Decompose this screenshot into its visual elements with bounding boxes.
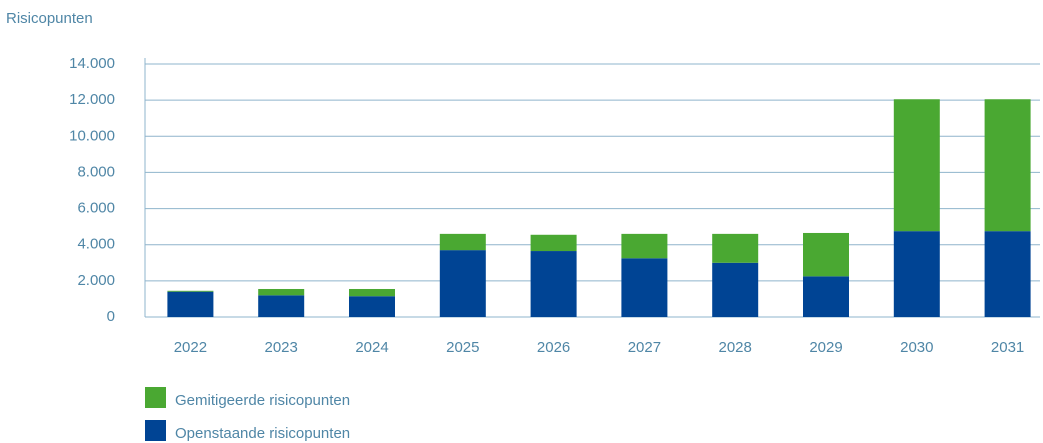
bar-segment — [893, 99, 940, 232]
bar-segment — [349, 288, 395, 297]
x-tick-label: 2025 — [446, 339, 479, 356]
bar-segment — [530, 251, 577, 317]
bar-segment — [349, 296, 395, 317]
bar-segment — [530, 234, 577, 252]
x-tick-label: 2027 — [628, 339, 661, 356]
y-tick-label: 0 — [107, 308, 115, 325]
bar-segment — [167, 291, 214, 317]
y-tick-label: 10.000 — [69, 127, 115, 144]
legend-label: Gemitigeerde risicopunten — [175, 392, 350, 409]
bar-segment — [621, 233, 668, 259]
x-tick-label: 2022 — [174, 339, 207, 356]
bar-segment — [803, 232, 849, 277]
y-tick-label: 6.000 — [77, 200, 115, 217]
x-tick-label: 2029 — [809, 339, 842, 356]
bar-segment — [439, 233, 486, 251]
bar-segment — [803, 276, 849, 317]
y-tick-label: 2.000 — [77, 272, 115, 289]
y-tick-label: 14.000 — [69, 55, 115, 72]
legend-swatch — [145, 387, 166, 408]
bar-segment — [712, 262, 759, 317]
x-tick-label: 2031 — [991, 339, 1024, 356]
x-tick-label: 2030 — [900, 339, 933, 356]
legend-swatch — [145, 420, 166, 441]
bar-segment — [984, 231, 1031, 317]
x-tick-label: 2023 — [265, 339, 298, 356]
y-tick-label: 8.000 — [77, 163, 115, 180]
bar-segment — [984, 99, 1031, 232]
y-tick-label: 4.000 — [77, 236, 115, 253]
bar-segment — [893, 231, 940, 317]
bar-segment — [167, 290, 214, 292]
y-axis-label: Risicopunten — [6, 10, 93, 27]
x-tick-label: 2024 — [355, 339, 388, 356]
bar-segment — [621, 258, 668, 317]
x-tick-label: 2026 — [537, 339, 570, 356]
bar-segment — [258, 288, 305, 296]
x-tick-label: 2028 — [719, 339, 752, 356]
y-tick-label: 12.000 — [69, 91, 115, 108]
legend-label: Openstaande risicopunten — [175, 425, 350, 442]
bar-segment — [712, 233, 759, 263]
bar-segment — [258, 295, 305, 317]
bar-segment — [439, 250, 486, 317]
